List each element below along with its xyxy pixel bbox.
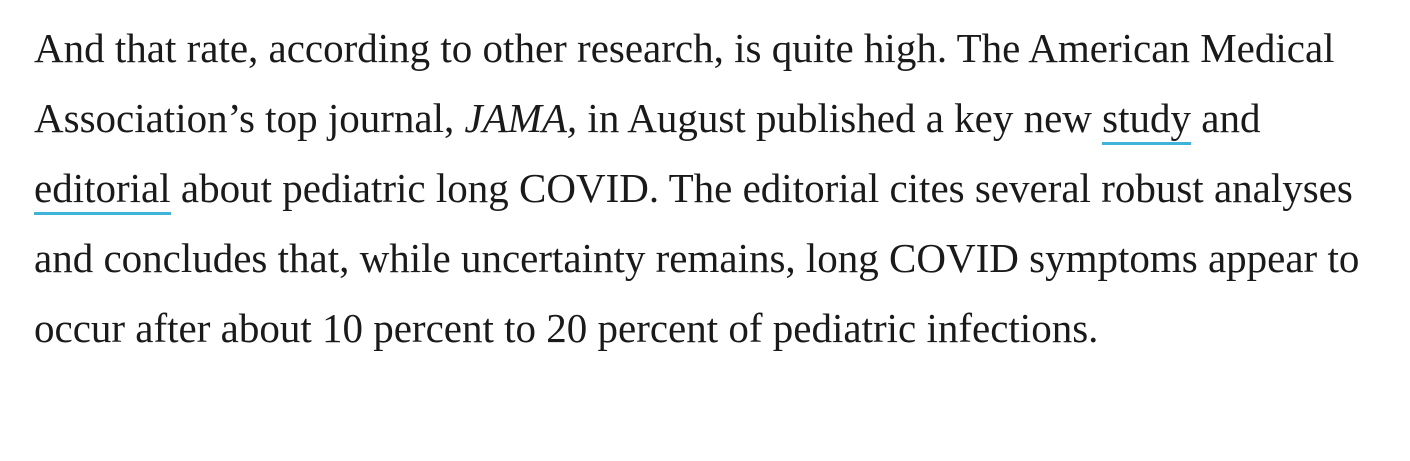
article-paragraph: And that rate, according to other resear… [34,13,1394,363]
journal-name: JAMA, [464,95,578,141]
editorial-link[interactable]: editorial [34,165,171,215]
paragraph-text-1: And that rate, according to other resear… [34,25,1335,141]
paragraph-text-4: about pediatric long COVID. The editoria… [34,165,1360,351]
paragraph-text-2: in August published a key new [577,95,1103,141]
study-link[interactable]: study [1102,95,1192,145]
paragraph-text-3: and [1191,95,1261,141]
